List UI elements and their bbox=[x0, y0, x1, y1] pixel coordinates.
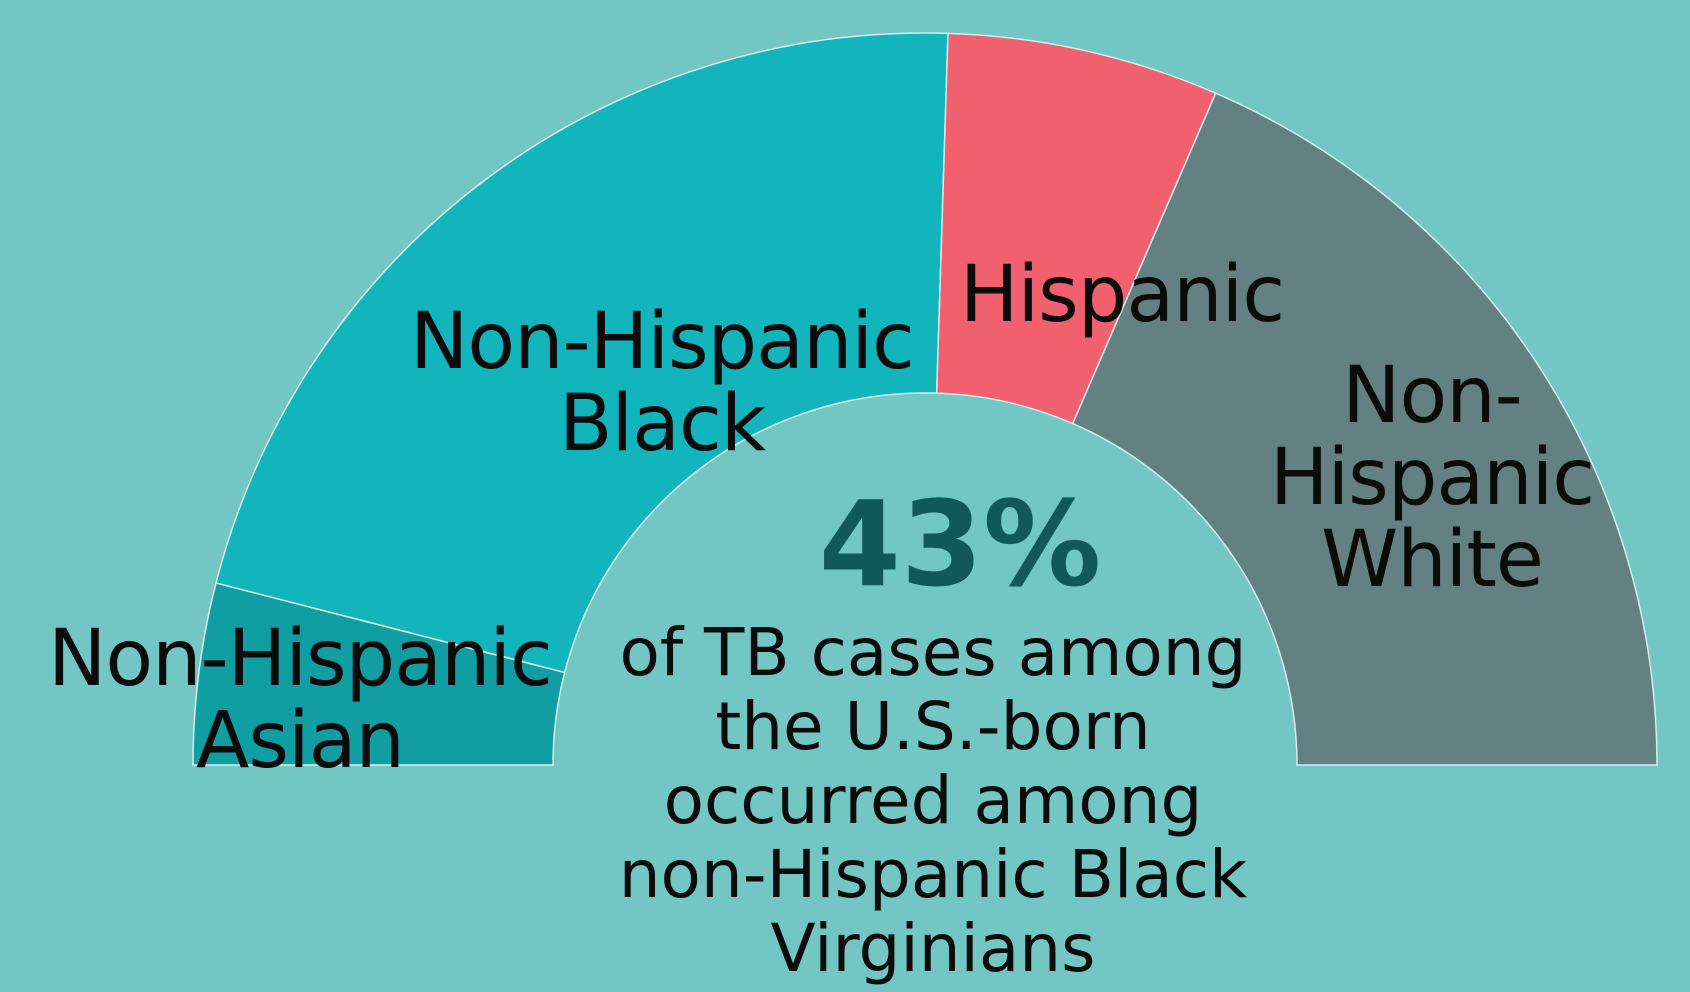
highlight-percentage: 43% bbox=[819, 475, 1101, 613]
segment-label: Non-Hispanic Black bbox=[410, 297, 914, 469]
caption-line: occurred among bbox=[664, 762, 1203, 839]
chart-segment-non-hispanic-white bbox=[1071, 92, 1658, 766]
segment-label: Non-Hispanic White bbox=[1270, 351, 1594, 605]
caption-line: of TB cases among bbox=[619, 614, 1246, 691]
highlight-caption: of TB cases among the U.S.-born occurred a… bbox=[619, 614, 1248, 987]
segment-label-line: White bbox=[1321, 515, 1543, 605]
chart-segment-non-hispanic-black bbox=[215, 32, 949, 674]
segment-label-line: Asian bbox=[196, 696, 404, 786]
segment-label: Hispanic bbox=[960, 250, 1284, 340]
caption-text: of TB cases among the U.S.-born occurred a… bbox=[619, 614, 1248, 987]
segment-label-line: Non- bbox=[1342, 351, 1522, 441]
segment-label-line: Black bbox=[559, 379, 766, 469]
segment-label-line: Hispanic bbox=[960, 250, 1284, 340]
caption-line: non-Hispanic Black bbox=[619, 836, 1248, 913]
segment-label: Non-Hispanic Asian bbox=[48, 614, 552, 786]
segment-label-line: Non-Hispanic bbox=[410, 297, 914, 387]
segment-label-line: Non-Hispanic bbox=[48, 614, 552, 704]
caption-line: the U.S.-born bbox=[715, 688, 1150, 765]
segment-label-line: Hispanic bbox=[1270, 433, 1594, 523]
chart-segments bbox=[192, 32, 1658, 766]
caption-line: Virginians bbox=[770, 910, 1095, 987]
